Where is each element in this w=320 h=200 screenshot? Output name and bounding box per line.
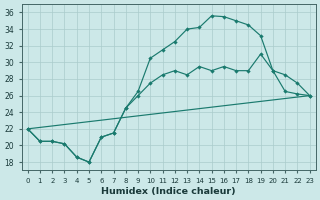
X-axis label: Humidex (Indice chaleur): Humidex (Indice chaleur) [101,187,236,196]
